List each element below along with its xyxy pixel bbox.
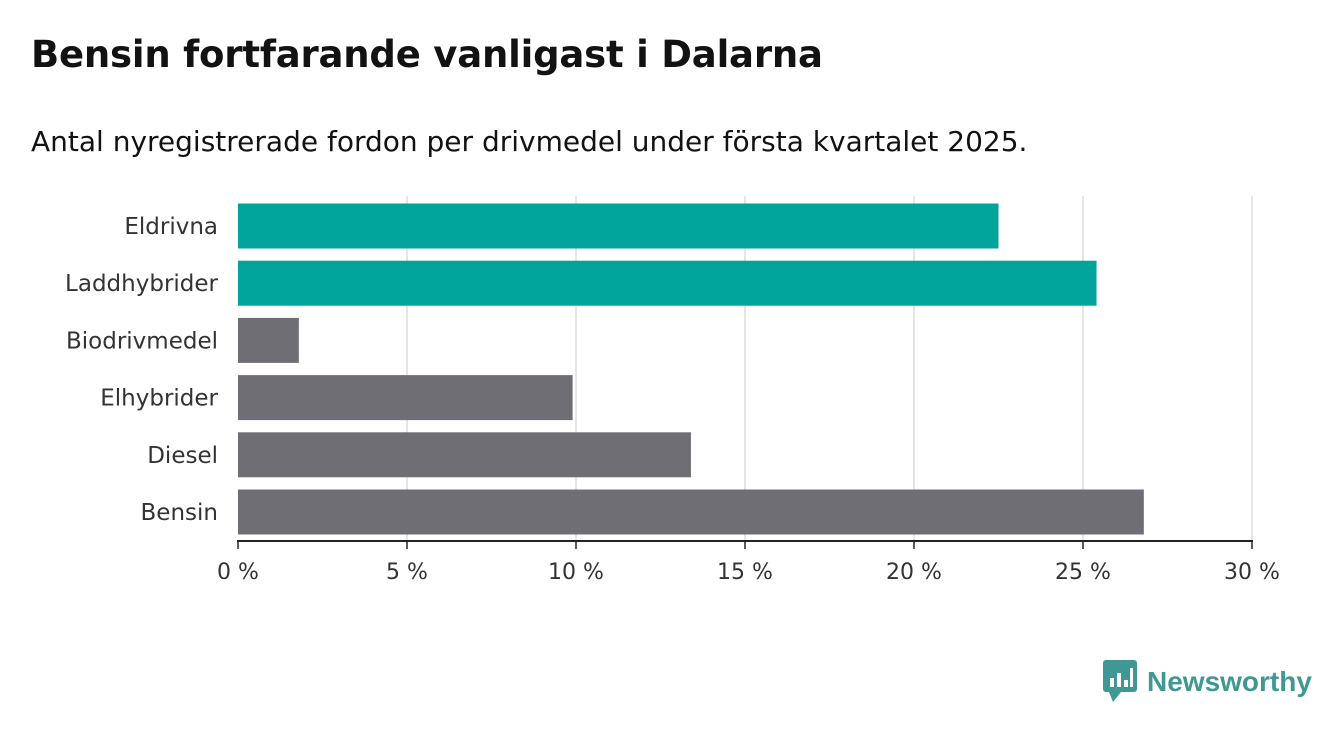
bar-laddhybrider [238,260,1097,306]
category-label: Biodrivmedel [66,328,218,354]
bar-biodrivmedel [238,317,299,363]
chart-subtitle: Antal nyregistrerade fordon per drivmede… [31,125,1028,158]
category-label: Bensin [141,500,218,526]
category-labels: Eldrivna Laddhybrider Biodrivmedel Elhybrid… [65,214,218,526]
bars [238,203,1144,535]
bar-diesel [238,432,691,478]
x-tick-label: 20 % [886,560,942,585]
chart-title: Bensin fortfarande vanligast i Dalarna [31,33,823,76]
newsworthy-logo-icon [1103,660,1137,702]
grid-lines [406,196,1253,541]
x-tick-label: 15 % [717,560,773,585]
bar-bensin [238,489,1144,535]
x-tick-label: 0 % [217,560,259,585]
newsworthy-logo: Newsworthy [1103,660,1312,704]
bar-eldrivna [238,203,999,249]
category-label: Elhybrider [100,386,218,412]
category-label: Diesel [147,443,218,469]
x-tick-label: 5 % [386,560,428,585]
x-axis: 0 % 5 % 10 % 15 % 20 % 25 % 30 % [217,540,1280,585]
x-tick-label: 30 % [1224,560,1280,585]
bar-elhybrider [238,375,573,421]
brand-name: Newsworthy [1147,666,1312,697]
category-label: Laddhybrider [65,271,218,297]
x-tick-label: 10 % [548,560,604,585]
x-tick-label: 25 % [1055,560,1111,585]
category-label: Eldrivna [124,214,218,240]
